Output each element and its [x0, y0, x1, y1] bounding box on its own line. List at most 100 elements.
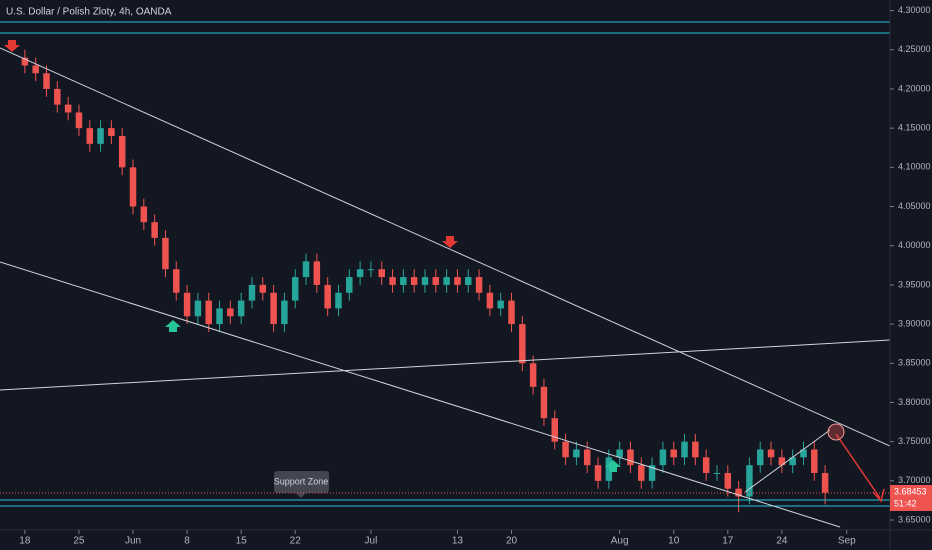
highlight-circle: [827, 423, 845, 441]
candle-body: [616, 449, 623, 458]
candle-body: [140, 206, 148, 223]
x-tick-label: 15: [236, 536, 248, 547]
candle-body: [789, 457, 796, 466]
x-tick-label: Sep: [838, 536, 856, 547]
candle-body: [551, 418, 559, 442]
down-arrow: [442, 236, 458, 248]
candle-body: [108, 128, 115, 136]
candle-body: [97, 128, 104, 144]
x-tick-label: 17: [722, 536, 734, 547]
candle-body: [259, 284, 267, 293]
candle-body: [313, 261, 321, 285]
y-tick-label: 4.20000: [898, 83, 931, 93]
candle-body: [648, 465, 656, 481]
candle-body: [529, 363, 537, 387]
candle-body: [519, 324, 526, 364]
y-tick-label: 4.25000: [898, 44, 931, 54]
candle-body: [291, 277, 299, 301]
annotation-pointer: [296, 493, 306, 498]
x-tick-label: 25: [73, 536, 85, 547]
drawings: [0, 21, 891, 528]
candle-body: [64, 104, 72, 113]
candle-body: [702, 457, 710, 474]
candle-body: [800, 449, 807, 458]
plot-area: [21, 49, 829, 513]
y-tick-label: 3.65000: [898, 514, 931, 524]
candle-body: [562, 441, 569, 458]
candle-body: [400, 277, 407, 285]
candle-body: [118, 135, 126, 168]
candle-body: [129, 167, 137, 207]
candle-body: [410, 277, 418, 285]
candle-body: [638, 465, 645, 481]
candle-body: [746, 465, 753, 497]
up-arrow: [165, 320, 181, 332]
candle-body: [86, 128, 94, 144]
last-price-label: 3.68453: [894, 486, 927, 496]
candle-body: [324, 284, 331, 309]
x-tick-label: 13: [452, 536, 464, 547]
y-tick-label: 4.10000: [898, 162, 931, 172]
candle-body: [248, 284, 256, 301]
candle-body: [767, 449, 775, 458]
y-tick-label: 4.30000: [898, 5, 931, 15]
y-tick-label: 3.70000: [898, 475, 931, 485]
y-tick-label: 4.00000: [898, 240, 931, 250]
x-tick-label: 20: [506, 536, 518, 547]
candle-body: [151, 222, 158, 238]
candle-body: [75, 112, 83, 129]
candle-body: [573, 449, 580, 458]
candle-body: [43, 73, 50, 89]
down-arrow: [4, 40, 20, 52]
candle-body: [356, 269, 364, 278]
trend-line: [0, 339, 891, 391]
y-tick-label: 4.05000: [898, 201, 931, 211]
y-tick-label: 3.85000: [898, 358, 931, 368]
x-tick-label: 18: [19, 536, 31, 547]
y-tick-label: 3.75000: [898, 436, 931, 446]
channel-bottom: [0, 261, 841, 528]
x-tick-label: 24: [776, 536, 788, 547]
candle-body: [724, 473, 732, 489]
candle-body: [302, 261, 310, 278]
candle-body: [713, 473, 721, 475]
candle-body: [756, 449, 764, 466]
candle-body: [465, 277, 472, 285]
candle-body: [346, 277, 353, 293]
projection-arrow: [835, 433, 881, 499]
x-tick-label: Aug: [611, 536, 629, 547]
candle-body: [335, 292, 342, 309]
candle-body: [281, 300, 288, 325]
candle-body: [216, 308, 223, 325]
candle-body: [508, 300, 515, 325]
candle-body: [237, 300, 245, 317]
x-tick-label: 8: [184, 536, 190, 547]
last-price-box: [890, 484, 932, 511]
candle-body: [594, 465, 602, 481]
candle-body: [821, 473, 829, 493]
candle-body: [583, 449, 591, 466]
annotation-box: [274, 471, 329, 493]
candle-body: [173, 269, 180, 293]
candle-body: [475, 277, 483, 293]
candle-body: [605, 457, 613, 481]
candle-body: [205, 300, 212, 325]
candle-body: [270, 292, 277, 325]
candle-body: [486, 292, 494, 309]
candle-body: [811, 449, 818, 474]
up-arrow: [605, 460, 621, 472]
y-tick-label: 3.90000: [898, 318, 931, 328]
candle-body: [670, 449, 677, 458]
chart-title: U.S. Dollar / Polish Zloty, 4h, OANDA: [6, 7, 172, 18]
candle-body: [32, 65, 39, 74]
wedge-line: [744, 429, 831, 493]
candle-body: [659, 449, 667, 466]
y-tick-label: 4.15000: [898, 123, 931, 133]
candle-body: [497, 300, 504, 309]
candle-body: [443, 277, 450, 285]
x-tick-label: Jun: [125, 536, 141, 547]
candle-body: [378, 269, 385, 278]
candle-body: [681, 441, 688, 458]
